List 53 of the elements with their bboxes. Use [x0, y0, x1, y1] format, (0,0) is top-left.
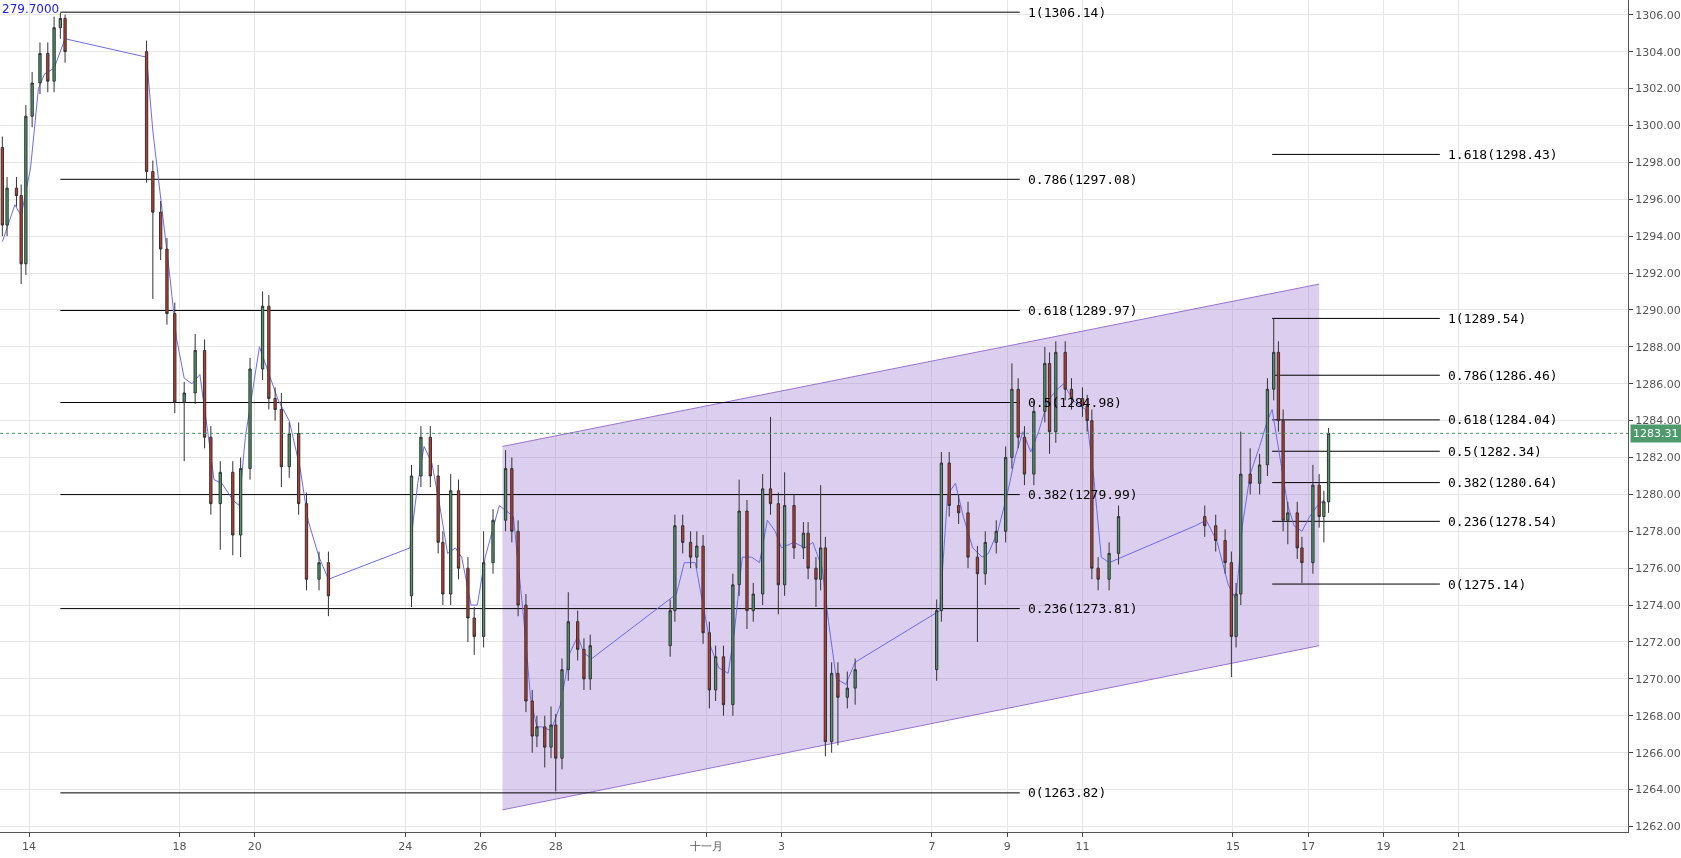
ref-line-label: 1283.31	[1633, 427, 1679, 440]
y-tick-label: 1278.00	[1635, 525, 1681, 539]
y-tick-label: 1300.00	[1635, 119, 1681, 133]
y-tick-label: 1286.00	[1635, 377, 1681, 391]
series-label: 1(1306.14)	[1028, 5, 1107, 20]
y-tick-label: 1276.00	[1635, 562, 1681, 576]
series-label: 0(1275.14)	[1448, 577, 1527, 592]
y-tick-label: 1290.00	[1635, 303, 1681, 317]
x-tick-label: 十一月	[689, 840, 723, 854]
x-tick-label: 14	[22, 840, 36, 854]
y-tick-label: 1280.00	[1635, 488, 1681, 502]
y-tick-label: 1284.00	[1635, 414, 1681, 428]
y-tick-label: 1302.00	[1635, 82, 1681, 96]
x-tick-label: 9	[1003, 840, 1011, 854]
x-tick-label: 21	[1451, 840, 1466, 854]
x-tick-label: 26	[473, 840, 488, 854]
y-tick-label: 1272.00	[1635, 635, 1681, 649]
y-tick-label: 1270.00	[1635, 672, 1681, 686]
y-tick-label: 1282.00	[1635, 451, 1681, 465]
series-label: 0.786(1286.46)	[1448, 368, 1558, 383]
y-tick-label: 1288.00	[1635, 340, 1681, 354]
series-label: 0(1263.82)	[1028, 785, 1107, 800]
series-label: 0.5(1282.34)	[1448, 444, 1542, 459]
y-tick-label: 1268.00	[1635, 709, 1681, 723]
y-tick-label: 1306.00	[1635, 8, 1681, 22]
series-label: 0.786(1297.08)	[1028, 172, 1138, 187]
x-tick-label: 17	[1301, 840, 1316, 854]
y-tick-label: 1262.00	[1635, 820, 1681, 834]
series-label: 0.236(1278.54)	[1448, 514, 1558, 529]
annotation: 279.7000	[2, 2, 60, 16]
y-tick-label: 1274.00	[1635, 598, 1681, 612]
x-tick-label: 11	[1075, 840, 1090, 854]
series-label: 0.618(1289.97)	[1028, 303, 1138, 318]
x-tick-label: 18	[172, 840, 187, 854]
y-tick-label: 1298.00	[1635, 156, 1681, 170]
x-tick-label: 19	[1376, 840, 1391, 854]
y-tick-label: 1292.00	[1635, 266, 1681, 280]
series-label: 1(1289.54)	[1448, 311, 1527, 326]
series-label: 0.382(1280.64)	[1448, 475, 1558, 490]
y-tick-label: 1266.00	[1635, 746, 1681, 760]
y-tick-label: 1304.00	[1635, 45, 1681, 59]
x-tick-label: 24	[398, 840, 413, 854]
series-label: 0.618(1284.04)	[1448, 412, 1558, 427]
x-tick-label: 7	[928, 840, 936, 854]
y-tick-label: 1296.00	[1635, 193, 1681, 207]
x-tick-label: 15	[1225, 840, 1240, 854]
y-tick-label: 1294.00	[1635, 229, 1681, 243]
series-label: 0.236(1273.81)	[1028, 601, 1138, 616]
x-tick-label: 3	[777, 840, 785, 854]
y-tick-label: 1264.00	[1635, 783, 1681, 797]
x-tick-label: 20	[247, 840, 262, 854]
series-label: 1.618(1298.43)	[1448, 147, 1558, 162]
x-tick-label: 28	[548, 840, 563, 854]
